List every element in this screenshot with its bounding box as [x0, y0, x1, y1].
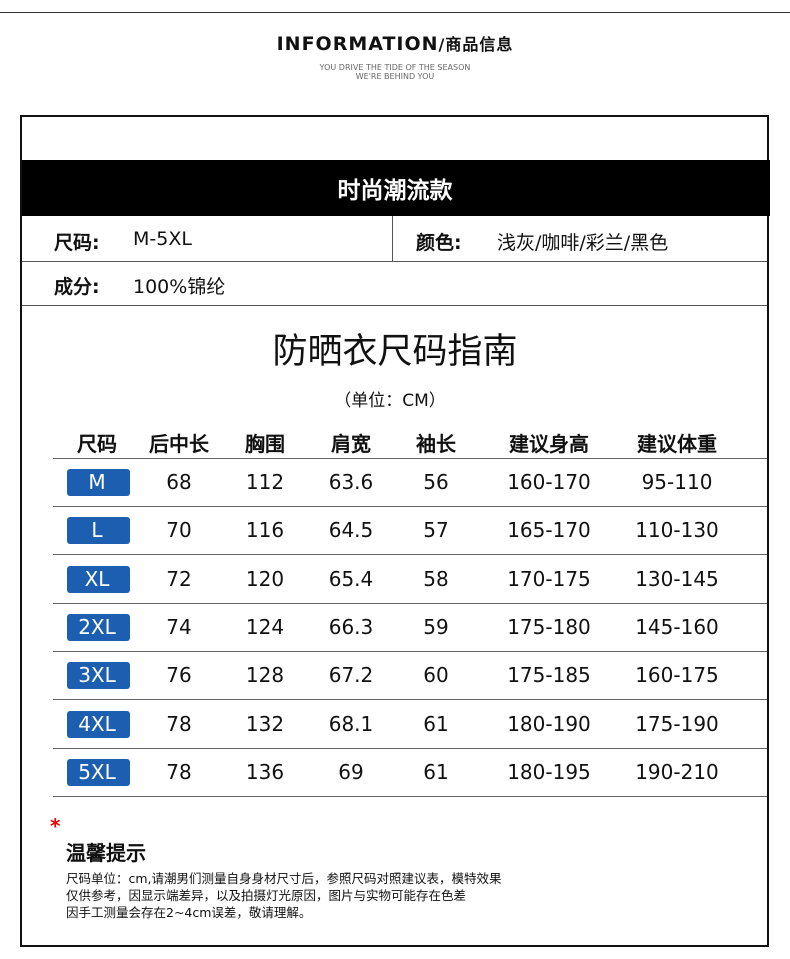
cell: 66.3: [328, 614, 374, 639]
unit: （单位：CM）: [334, 391, 446, 411]
cell: 175-190: [635, 711, 719, 736]
cell: 175-180: [507, 614, 591, 639]
row-line: [53, 603, 767, 604]
cell: 180-195: [507, 759, 591, 784]
row-line: [53, 699, 767, 700]
divider: [392, 216, 393, 261]
row-line: [53, 506, 767, 507]
cell: 56: [423, 470, 449, 494]
banner: [22, 160, 770, 216]
cell: 112: [245, 470, 285, 494]
cell: 68: [166, 470, 192, 494]
asterisk: *: [50, 814, 61, 838]
cell: 61: [423, 759, 449, 784]
size-text: XL: [84, 566, 110, 591]
cell: 160-175: [635, 663, 719, 688]
cell: 78: [166, 759, 192, 784]
cell: 72: [166, 566, 192, 591]
cell: 67.2: [328, 663, 374, 688]
top-rule: [0, 12, 790, 13]
column-header: 肩宽: [331, 432, 371, 456]
row-line: [22, 261, 767, 262]
column-header: 后中长: [149, 432, 209, 456]
cell: 180-190: [507, 711, 591, 736]
subtitle-line: WE'RE BEHIND YOU: [355, 72, 435, 81]
cell: 175-185: [507, 663, 591, 688]
cell: 65.4: [328, 566, 374, 591]
cell: 132: [245, 711, 285, 736]
column-header: 建议身高: [509, 432, 589, 456]
subtitle: YOU DRIVE THE TIDE OF THE SEASON WE'RE BE…: [320, 63, 471, 81]
cell: 61: [423, 711, 449, 736]
cell: 69: [338, 759, 364, 784]
value: 浅灰/咖啡/彩兰/黑色: [497, 232, 669, 254]
title-en: INFORMATION: [276, 33, 439, 55]
box: [20, 115, 769, 947]
row-line: [53, 796, 767, 797]
row-line: [53, 651, 767, 652]
size-badge: [67, 662, 130, 690]
value: M-5XL: [133, 228, 192, 250]
guide-title: 防晒衣尺码指南: [272, 332, 518, 372]
tip-line: 因手工测量会存在2~4cm误差，敬请理解。: [66, 905, 312, 920]
cell: 160-170: [507, 470, 591, 494]
cell: 58: [423, 566, 449, 591]
size-text: M: [88, 470, 106, 494]
size-badge: [67, 565, 130, 593]
column-header: 袖长: [416, 432, 456, 456]
cell: 78: [166, 711, 192, 736]
cell: 136: [245, 759, 285, 784]
header-title: INFORMATION/商品信息: [277, 31, 514, 55]
row-line: [53, 458, 767, 459]
column-header: 尺码: [77, 432, 117, 456]
size-text: L: [91, 518, 103, 543]
cell: 128: [245, 663, 285, 688]
label: 颜色:: [416, 232, 462, 254]
cell: 70: [166, 518, 192, 543]
size-badge: [67, 517, 130, 545]
size-text: 4XL: [78, 711, 116, 736]
row-line: [53, 554, 767, 555]
column-header: 胸围: [245, 432, 285, 456]
size-badge: [67, 469, 130, 496]
tips-title: 温馨提示: [66, 841, 146, 865]
cell: 120: [245, 566, 285, 591]
cell: 116: [245, 518, 285, 543]
size-text: 3XL: [78, 663, 116, 688]
cell: 95-110: [641, 470, 713, 494]
label: 成分:: [54, 276, 100, 298]
cell: 57: [423, 518, 449, 543]
cell: 145-160: [635, 614, 719, 639]
tips-text: 尺码单位：cm,请潮男们测量自身身材尺寸后，参照尺码对照建议表，模特效果 仅供参考…: [66, 870, 502, 921]
cell: 170-175: [507, 566, 591, 591]
cell: 124: [245, 614, 285, 639]
title-cn: /商品信息: [438, 35, 514, 54]
banner-text: 时尚潮流款: [337, 178, 453, 204]
subtitle-line: YOU DRIVE THE TIDE OF THE SEASON: [319, 63, 471, 72]
cell: 64.5: [328, 518, 374, 543]
cell: 76: [166, 663, 192, 688]
size-text: 2XL: [78, 614, 116, 639]
size-badge: [67, 758, 130, 786]
cell: 68.1: [328, 711, 374, 736]
column-header: 建议体重: [637, 432, 717, 456]
cell: 190-210: [635, 759, 719, 784]
cell: 63.6: [328, 470, 374, 494]
tip-line: 尺码单位：cm,请潮男们测量自身身材尺寸后，参照尺码对照建议表，模特效果: [66, 871, 502, 886]
size-badge: [67, 710, 130, 738]
size-badge: [67, 613, 130, 641]
row-line: [53, 748, 767, 749]
cell: 74: [166, 614, 192, 639]
cell: 59: [423, 614, 449, 639]
cell: 60: [423, 663, 449, 688]
cell: 165-170: [507, 518, 591, 543]
cell: 130-145: [635, 566, 719, 591]
label: 尺码:: [54, 232, 100, 254]
tip-line: 仅供参考，因显示端差异，以及拍摄灯光原因，图片与实物可能存在色差: [66, 888, 467, 903]
row-line: [22, 305, 767, 306]
value: 100%锦纶: [133, 276, 226, 298]
cell: 110-130: [635, 518, 719, 543]
size-text: 5XL: [78, 759, 116, 784]
